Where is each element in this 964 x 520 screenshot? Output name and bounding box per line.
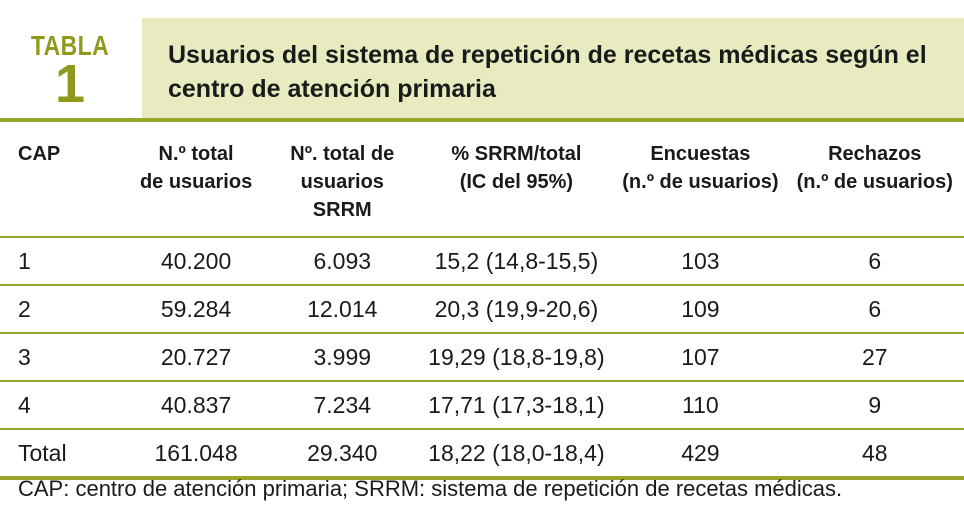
cell-percent: 20,3 (19,9-20,6) xyxy=(417,284,616,333)
cell-cap: 1 xyxy=(0,236,126,285)
header-row: CAP N.º total de usuarios Nº. total de usu… xyxy=(0,130,964,237)
column-header-line: (n.º de usuarios) xyxy=(622,171,779,193)
table-row-total: Total 161.048 29.340 18,22 (18,0-18,4) 4… xyxy=(0,428,964,480)
cell-rechazos: 6 xyxy=(785,236,964,285)
cell-percent: 18,22 (18,0-18,4) xyxy=(417,428,616,480)
column-header-percent: % SRRM/total (IC del 95%) xyxy=(418,130,616,237)
table-row: 3 20.727 3.999 19,29 (18,8-19,8) 107 27 xyxy=(0,332,964,381)
table-row: 4 40.837 7.234 17,71 (17,3-18,1) 110 9 xyxy=(0,380,964,429)
title-background xyxy=(138,18,964,118)
table-row: 1 40.200 6.093 15,2 (14,8-15,5) 103 6 xyxy=(0,236,964,285)
cell-srrm: 6.093 xyxy=(266,236,418,285)
table-row: 2 59.284 12.014 20,3 (19,9-20,6) 109 6 xyxy=(0,284,964,333)
cell-total: 40.200 xyxy=(125,236,267,285)
cell-rechazos: 6 xyxy=(785,284,964,333)
cell-percent: 19,29 (18,8-19,8) xyxy=(417,332,616,381)
column-header-rechazos: Rechazos (n.º de usuarios) xyxy=(786,130,964,237)
table-label-number: 1 xyxy=(54,54,86,114)
column-header-line: de usuarios xyxy=(139,171,253,193)
table-label-word: TABLA xyxy=(30,30,110,61)
column-header-line: usuarios SRRM xyxy=(300,171,384,221)
cell-cap: 3 xyxy=(0,332,126,381)
cell-percent: 17,71 (17,3-18,1) xyxy=(417,380,616,429)
title-divider xyxy=(138,18,142,118)
cell-srrm: 7.234 xyxy=(266,380,418,429)
column-header-line: % SRRM/total xyxy=(451,143,582,165)
column-header-line: Encuestas xyxy=(650,143,751,165)
table-label: TABLA 1 xyxy=(0,0,140,120)
column-header-line: N.º total xyxy=(158,143,234,165)
cell-total: 20.727 xyxy=(125,332,267,381)
cell-encuestas: 107 xyxy=(615,332,786,381)
column-header-line: Nº. total de xyxy=(290,143,395,165)
column-header-encuestas: Encuestas (n.º de usuarios) xyxy=(615,130,785,237)
cell-srrm: 29.340 xyxy=(266,428,418,480)
cell-cap: Total xyxy=(0,428,126,480)
column-header-line: (n.º de usuarios) xyxy=(796,171,953,193)
cell-rechazos: 48 xyxy=(785,428,964,480)
cell-rechazos: 9 xyxy=(785,380,964,429)
table-header: TABLA 1 Usuarios del sistema de repetici… xyxy=(0,0,964,120)
cell-srrm: 12.014 xyxy=(266,284,418,333)
cell-encuestas: 103 xyxy=(615,236,786,285)
data-table: CAP N.º total de usuarios Nº. total de usu… xyxy=(0,130,964,480)
cell-cap: 4 xyxy=(0,380,126,429)
table-footnote: CAP: centro de atención primaria; SRRM: … xyxy=(18,476,843,501)
cell-cap: 2 xyxy=(0,284,126,333)
cell-srrm: 3.999 xyxy=(266,332,418,381)
top-rule xyxy=(0,118,964,122)
cell-total: 161.048 xyxy=(125,428,267,480)
column-header-line: (IC del 95%) xyxy=(459,171,574,193)
column-header-line: CAP xyxy=(18,143,61,165)
cell-total: 59.284 xyxy=(125,284,267,333)
cell-total: 40.837 xyxy=(125,380,267,429)
cell-percent: 15,2 (14,8-15,5) xyxy=(417,236,616,285)
column-header-line: Rechazos xyxy=(828,143,922,165)
column-header-srrm: Nº. total de usuarios SRRM xyxy=(267,130,418,237)
cell-rechazos: 27 xyxy=(785,332,964,381)
table-title: Usuarios del sistema de repetición de re… xyxy=(168,38,948,106)
cell-encuestas: 429 xyxy=(615,428,786,480)
cell-encuestas: 109 xyxy=(615,284,786,333)
cell-encuestas: 110 xyxy=(615,380,786,429)
table-title-text: Usuarios del sistema de repetición de re… xyxy=(168,41,927,103)
column-header-total: N.º total de usuarios xyxy=(125,130,267,237)
column-header-cap: CAP xyxy=(0,130,125,237)
